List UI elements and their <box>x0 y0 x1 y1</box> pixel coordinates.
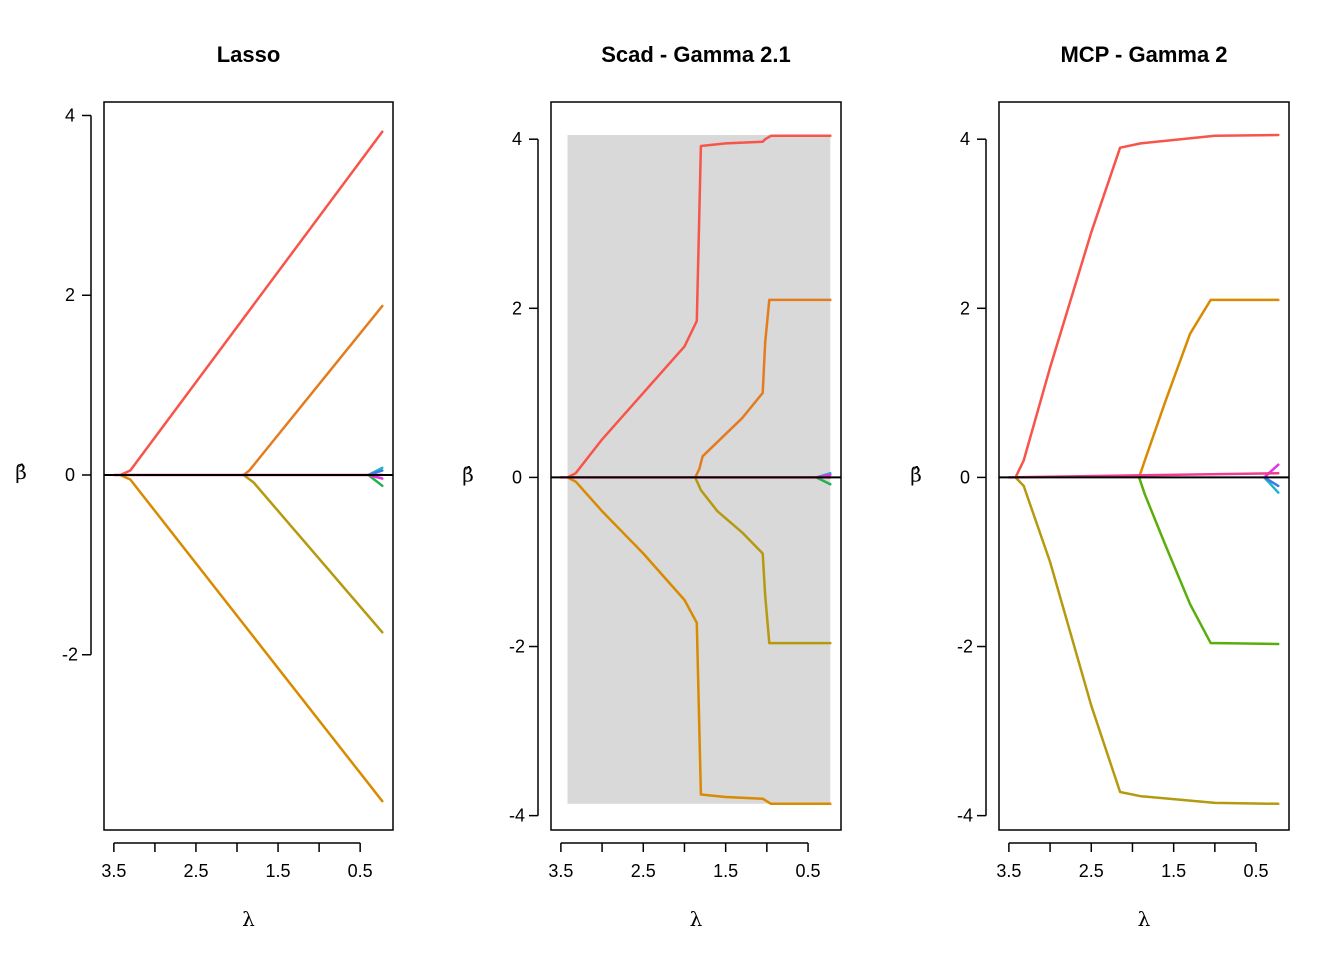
x-tick-label: 0.5 <box>348 861 373 881</box>
x-axis-label: λ <box>690 907 703 931</box>
chart-title: Scad - Gamma 2.1 <box>601 42 791 67</box>
series-line-0 <box>566 134 832 479</box>
x-tick-label: 1.5 <box>266 861 291 881</box>
y-tick-label: 0 <box>960 467 970 487</box>
series-line-2 <box>1014 476 1280 806</box>
x-tick-label: 3.5 <box>101 861 126 881</box>
x-tick-label: 0.5 <box>1244 861 1269 881</box>
series-line-3 <box>242 473 384 634</box>
series-line-6 <box>1263 463 1280 479</box>
x-tick-label: 0.5 <box>796 861 821 881</box>
x-tick-label: 2.5 <box>631 861 656 881</box>
x-tick-label: 1.5 <box>1161 861 1186 881</box>
series-line-0 <box>119 130 384 477</box>
x-tick-label: 3.5 <box>996 861 1021 881</box>
y-tick-label: 0 <box>65 465 75 485</box>
y-tick-label: 2 <box>960 298 970 318</box>
mcp-panel: 3.5 2.5 1.5 0.5 -4 -2 0 2 4 MCP - Gamma 2 λ β̂ <box>910 42 1290 931</box>
y-axis-label: β̂ <box>462 462 474 486</box>
y-tick-label: -2 <box>957 637 973 657</box>
series-line-1 <box>693 298 832 479</box>
x-tick-label: 3.5 <box>548 861 573 881</box>
series-line-0 <box>1014 133 1280 479</box>
x-axis-label: λ <box>1138 907 1151 931</box>
series-line-2 <box>119 473 384 803</box>
chart-title: Lasso <box>217 42 281 67</box>
series-line-1 <box>1137 298 1280 479</box>
series-line-5 <box>1263 476 1280 488</box>
y-tick-label: -4 <box>957 806 973 826</box>
x-tick-label: 2.5 <box>1079 861 1104 881</box>
x-tick-label: 1.5 <box>713 861 738 881</box>
y-tick-label: 4 <box>512 129 522 149</box>
plot-frame <box>103 101 394 831</box>
y-tick-label: -4 <box>509 806 525 826</box>
series-line-2 <box>566 476 832 806</box>
scad-panel: 3.5 2.5 1.5 0.5 -4 -2 0 2 4 Scad - Gamma 2.1 λ β̂ <box>462 42 842 931</box>
series-line-1 <box>242 304 384 477</box>
lasso-panel: 3.5 2.5 1.5 0.5 -2 0 2 4 Lasso λ β̂ <box>15 42 394 931</box>
plot-frame <box>998 101 1290 831</box>
y-tick-label: 4 <box>65 105 75 125</box>
y-tick-label: 2 <box>65 285 75 305</box>
chart-title: MCP - Gamma 2 <box>1060 42 1227 67</box>
y-axis-label: β̂ <box>910 462 922 486</box>
y-tick-label: 2 <box>512 298 522 318</box>
y-tick-label: 0 <box>512 467 522 487</box>
y-tick-label: 4 <box>960 129 970 149</box>
y-tick-label: -2 <box>509 637 525 657</box>
plot-frame <box>550 101 842 831</box>
series-line-3 <box>693 476 832 645</box>
x-tick-label: 2.5 <box>183 861 208 881</box>
y-axis-label: β̂ <box>15 460 27 484</box>
x-axis-label: λ <box>242 907 255 931</box>
y-tick-label: -2 <box>62 645 78 665</box>
series-line-3 <box>1137 476 1280 646</box>
